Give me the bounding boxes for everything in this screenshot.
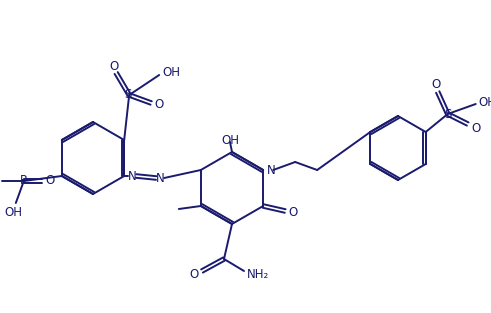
Text: O: O (431, 78, 440, 90)
Text: O: O (45, 175, 55, 187)
Text: S: S (444, 107, 451, 121)
Text: OH: OH (221, 134, 239, 146)
Text: O: O (155, 99, 164, 111)
Text: O: O (109, 59, 119, 73)
Text: S: S (125, 89, 132, 101)
Text: OH: OH (5, 206, 23, 218)
Text: P: P (20, 175, 27, 187)
Text: OH: OH (162, 66, 180, 80)
Text: OH: OH (479, 95, 491, 109)
Text: N: N (267, 163, 275, 177)
Text: NH₂: NH₂ (247, 269, 269, 281)
Text: N: N (156, 172, 164, 184)
Text: N: N (128, 170, 136, 182)
Text: O: O (190, 269, 199, 281)
Text: O: O (471, 121, 480, 135)
Text: O: O (289, 207, 298, 219)
